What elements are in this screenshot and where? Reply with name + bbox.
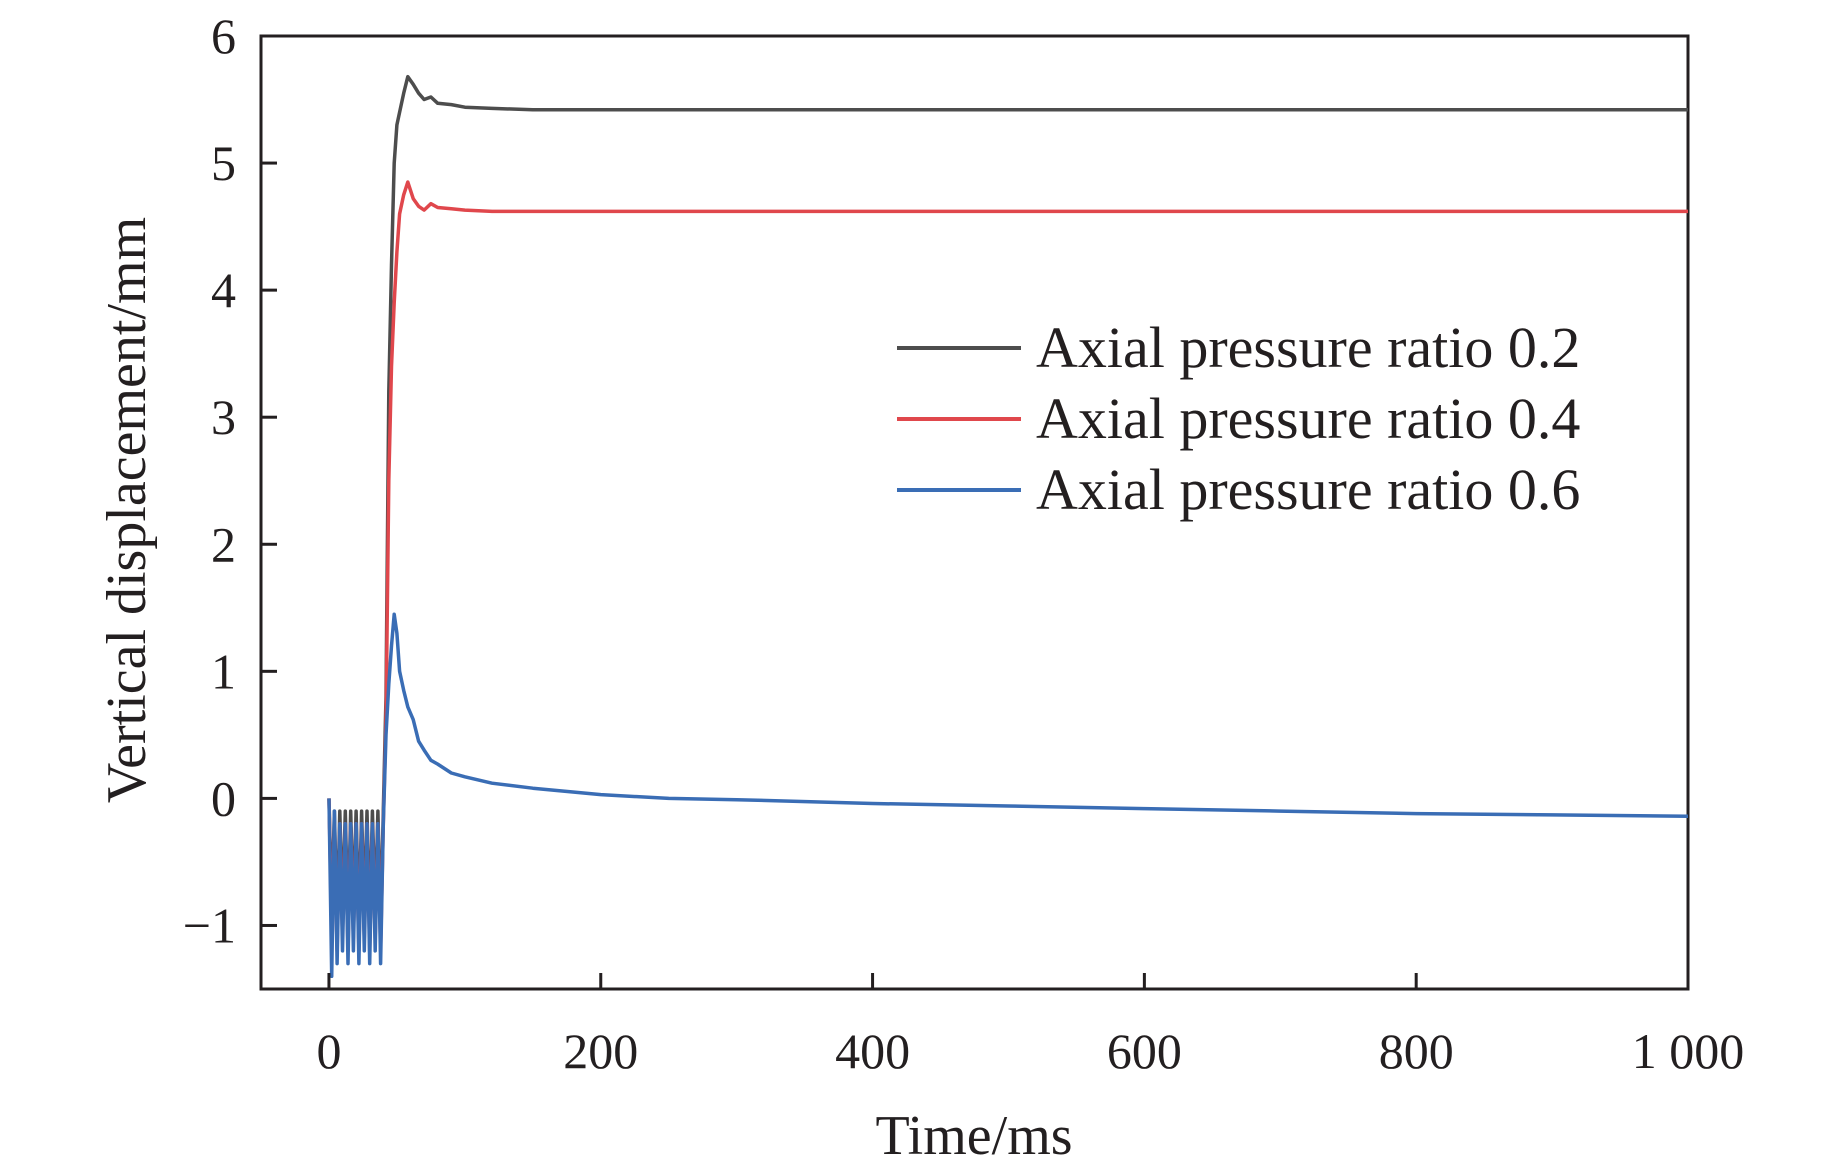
y-tick-label: 1 xyxy=(211,643,236,699)
x-tick-label: 800 xyxy=(1379,1023,1454,1079)
x-axis: 0 200 400 600 800 1 000 xyxy=(316,973,1744,1079)
y-tick-label: 2 xyxy=(211,516,236,572)
legend-label-1: Axial pressure ratio 0.2 xyxy=(1036,315,1580,380)
legend-label-3: Axial pressure ratio 0.6 xyxy=(1036,457,1580,522)
y-tick-label: 5 xyxy=(211,135,236,191)
x-tick-label: 1 000 xyxy=(1632,1023,1745,1079)
x-tick-label: 200 xyxy=(563,1023,638,1079)
y-tick-label: 6 xyxy=(211,8,236,64)
series-line-2 xyxy=(327,180,1688,953)
y-tick-label: 3 xyxy=(211,389,236,445)
x-tick-label: 0 xyxy=(316,1023,341,1079)
series-line-3 xyxy=(327,612,1689,979)
plot-frame xyxy=(259,34,1690,991)
x-tick-label: 600 xyxy=(1107,1023,1182,1079)
y-tick-label: −1 xyxy=(183,897,236,953)
legend-label-2: Axial pressure ratio 0.4 xyxy=(1036,386,1580,451)
x-tick-label: 400 xyxy=(835,1023,910,1079)
y-tick-label: 4 xyxy=(211,262,236,318)
y-axis: −1 0 1 2 3 4 5 6 xyxy=(183,8,277,953)
series-group xyxy=(327,74,1689,979)
x-axis-title: Time/ms xyxy=(875,1105,1072,1167)
y-axis-title: Vertical displacement/mm xyxy=(96,217,158,803)
y-tick-label: 0 xyxy=(211,770,236,826)
